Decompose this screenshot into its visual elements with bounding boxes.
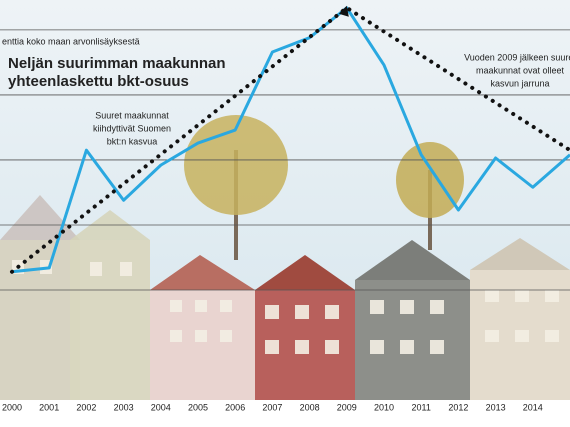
x-tick-label: 2013 [486,402,506,412]
x-tick-label: 2002 [76,402,96,412]
x-tick-label: 2011 [412,402,431,412]
x-tick-label: 2001 [39,402,59,412]
x-tick-label: 2003 [114,402,134,412]
title-line: yhteenlaskettu bkt-osuus [8,73,189,90]
x-tick-label: 2005 [188,402,208,412]
title-line: Neljän suurimman maakunnan [8,55,226,72]
x-tick-label: 2008 [300,402,320,412]
source-note: enttia koko maan arvonlisäyksestä [2,36,140,46]
x-tick-label: 2007 [262,402,282,412]
annotation-line: bkt:n kasvua [107,136,158,146]
x-tick-label: 2004 [151,402,171,412]
x-tick-label: 2014 [523,402,543,412]
annotation-line: Suuret maakunnat [95,110,169,120]
annotation-line: Vuoden 2009 jälkeen suuret [464,52,570,62]
annotation: Suuret maakunnat kiihdyttivät Suomen bkt… [93,52,570,146]
data-line [11,6,570,274]
x-tick-label: 2009 [337,402,357,412]
x-tick-label: 2010 [374,402,394,412]
x-tick-label: 2012 [448,402,468,412]
annotation-line: kasvun jarruna [490,78,549,88]
x-tick-label: 2006 [225,402,245,412]
annotation-line: kiihdyttivät Suomen [93,123,171,133]
trend-arrowhead [338,5,349,17]
x-tick-label: 2000 [2,402,22,412]
annotation-line: maakunnat ovat olleet [476,65,565,75]
grid [0,29,570,291]
